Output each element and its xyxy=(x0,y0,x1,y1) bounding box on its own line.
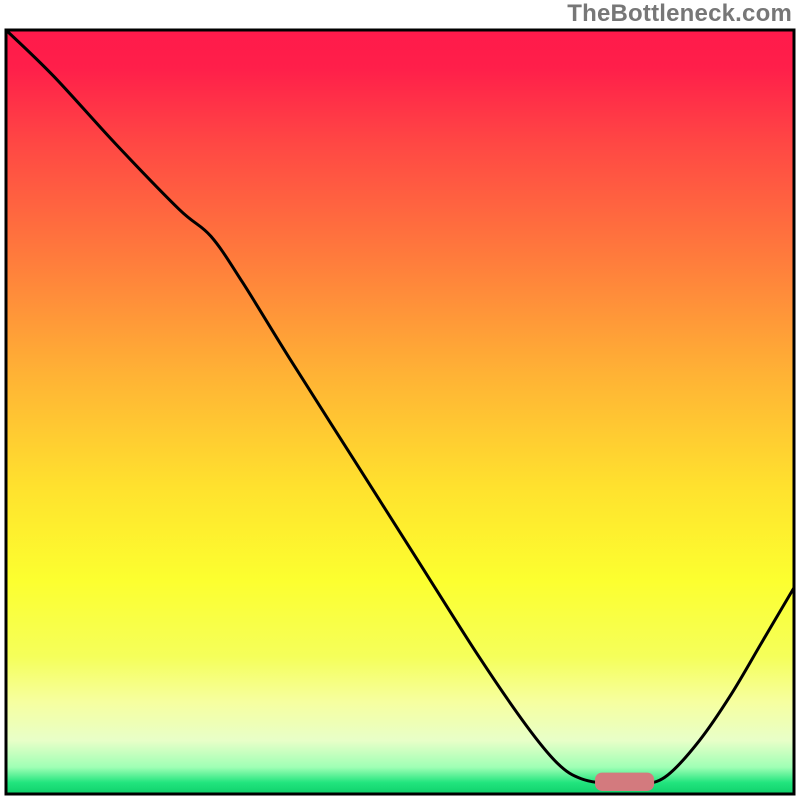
bottleneck-chart xyxy=(0,0,800,800)
chart-stage: TheBottleneck.com xyxy=(0,0,800,800)
optimal-range-marker xyxy=(595,773,654,791)
watermark-text: TheBottleneck.com xyxy=(567,0,792,28)
plot-area xyxy=(6,30,794,794)
gradient-background xyxy=(6,30,794,794)
